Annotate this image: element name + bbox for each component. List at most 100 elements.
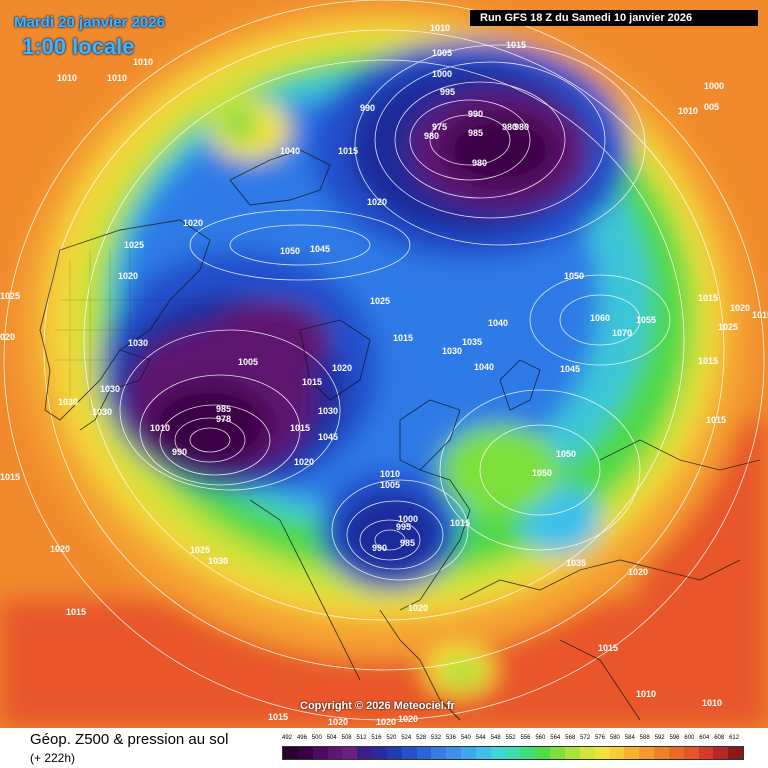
pressure-label: 1030 xyxy=(442,346,462,356)
pressure-label: 1030 xyxy=(208,556,228,566)
pressure-label: 1015 xyxy=(0,472,20,482)
pressure-label: 1010 xyxy=(430,23,450,33)
scale-swatch xyxy=(475,747,491,759)
scale-swatch xyxy=(505,747,521,759)
pressure-label: 1000 xyxy=(398,514,418,524)
pressure-label: 975 xyxy=(432,122,447,132)
pressure-label: 980 xyxy=(424,131,439,141)
scale-label: 508 xyxy=(341,735,352,741)
map-title: Géop. Z500 & pression au sol xyxy=(30,731,229,748)
scale-label: 492 xyxy=(282,735,293,741)
scale-swatch xyxy=(624,747,640,759)
scale-label: 564 xyxy=(550,735,561,741)
pressure-label: 020 xyxy=(0,332,15,342)
pressure-label: 1020 xyxy=(408,603,428,613)
pressure-label: 1010 xyxy=(107,73,127,83)
copyright: Copyright © 2026 Meteociel.fr xyxy=(300,700,455,712)
scale-swatch xyxy=(342,747,358,759)
scale-label: 524 xyxy=(401,735,412,741)
scale-label: 560 xyxy=(535,735,546,741)
scale-label: 568 xyxy=(565,735,576,741)
pressure-label: 1010 xyxy=(702,698,722,708)
pressure-label: 1030 xyxy=(318,406,338,416)
pressure-label: 995 xyxy=(396,522,411,532)
scale-label: 516 xyxy=(371,735,382,741)
pressure-label: 1040 xyxy=(488,318,508,328)
scale-swatch xyxy=(446,747,462,759)
scale-label: 588 xyxy=(639,735,650,741)
pressure-label: 1015 xyxy=(66,607,86,617)
pressure-label: 990 xyxy=(468,109,483,119)
scale-swatch xyxy=(668,747,684,759)
pressure-label: 1000 xyxy=(704,81,724,91)
pressure-label: 1015 xyxy=(752,310,768,320)
scale-swatch xyxy=(372,747,387,759)
pressure-label: 980 xyxy=(514,122,529,132)
pressure-label: 1070 xyxy=(612,328,632,338)
pressure-label: 1015 xyxy=(302,377,322,387)
scale-swatch xyxy=(490,747,506,759)
pressure-label: 1020 xyxy=(628,567,648,577)
pressure-label: 985 xyxy=(468,128,483,138)
scale-swatch xyxy=(550,747,566,759)
scale-swatch xyxy=(312,747,328,759)
pressure-label: 1050 xyxy=(564,271,584,281)
scale-swatch xyxy=(698,747,714,759)
pressure-label: 1010 xyxy=(133,57,153,67)
forecast-date: Mardi 20 janvier 2026 xyxy=(14,14,165,31)
pressure-label: 1045 xyxy=(560,364,580,374)
scale-label: 604 xyxy=(699,735,710,741)
pressure-label: 990 xyxy=(360,103,375,113)
pressure-label: 1040 xyxy=(474,362,494,372)
color-scale-bar xyxy=(282,746,744,760)
pressure-label: 995 xyxy=(440,87,455,97)
pressure-label: 1045 xyxy=(310,244,330,254)
pressure-label: 980 xyxy=(502,122,517,132)
pressure-label: 1030 xyxy=(92,407,112,417)
pressure-label: 1055 xyxy=(636,315,656,325)
scale-label: 548 xyxy=(490,735,501,741)
scale-swatch xyxy=(431,747,447,759)
scale-swatch xyxy=(386,747,402,759)
pressure-label: 1020 xyxy=(398,714,418,724)
pressure-label: 005 xyxy=(704,102,719,112)
pressure-label: 1030 xyxy=(128,338,148,348)
pressure-label: 1040 xyxy=(280,146,300,156)
pressure-label: 1020 xyxy=(367,197,387,207)
scale-label: 540 xyxy=(460,735,471,741)
scale-label: 512 xyxy=(356,735,367,741)
scale-swatch xyxy=(579,747,595,759)
scale-swatch xyxy=(594,747,610,759)
pressure-label: 1025 xyxy=(370,296,390,306)
scale-swatch xyxy=(357,747,373,759)
pressure-label: 1020 xyxy=(328,717,348,727)
scale-label: 608 xyxy=(714,735,725,741)
pressure-label: 1020 xyxy=(730,303,750,313)
pressure-label: 1015 xyxy=(598,643,618,653)
isobar-lines xyxy=(3,0,765,721)
pressure-label: 1045 xyxy=(318,432,338,442)
pressure-label: 1020 xyxy=(332,363,352,373)
pressure-label: 1015 xyxy=(450,518,470,528)
pressure-label: 1030 xyxy=(58,397,78,407)
pressure-label: 1010 xyxy=(636,689,656,699)
pressure-label: 985 xyxy=(400,538,415,548)
pressure-label: 1015 xyxy=(268,712,288,722)
run-info: Run GFS 18 Z du Samedi 10 janvier 2026 xyxy=(470,10,758,26)
pressure-label: 1025 xyxy=(124,240,144,250)
scale-swatch xyxy=(565,747,580,759)
scale-swatch xyxy=(297,747,313,759)
pressure-label: 1015 xyxy=(290,423,310,433)
color-scale-labels: 492 496 500 504 508 512 516 520 524 528 532 536 540 5… xyxy=(282,735,744,745)
weather-map: 1010 1015 1005 1000 995 990 990 980 980 975 985 980… xyxy=(0,0,768,728)
pressure-label: 1010 xyxy=(57,73,77,83)
pressure-label: 990 xyxy=(372,543,387,553)
pressure-label: 1030 xyxy=(100,384,120,394)
z500-field xyxy=(0,0,768,728)
pressure-label: 1035 xyxy=(566,558,586,568)
pressure-label: 1000 xyxy=(432,69,452,79)
pressure-label: 1010 xyxy=(678,106,698,116)
borders xyxy=(55,240,200,410)
pressure-label: 1015 xyxy=(506,40,526,50)
pressure-label: 1050 xyxy=(556,449,576,459)
